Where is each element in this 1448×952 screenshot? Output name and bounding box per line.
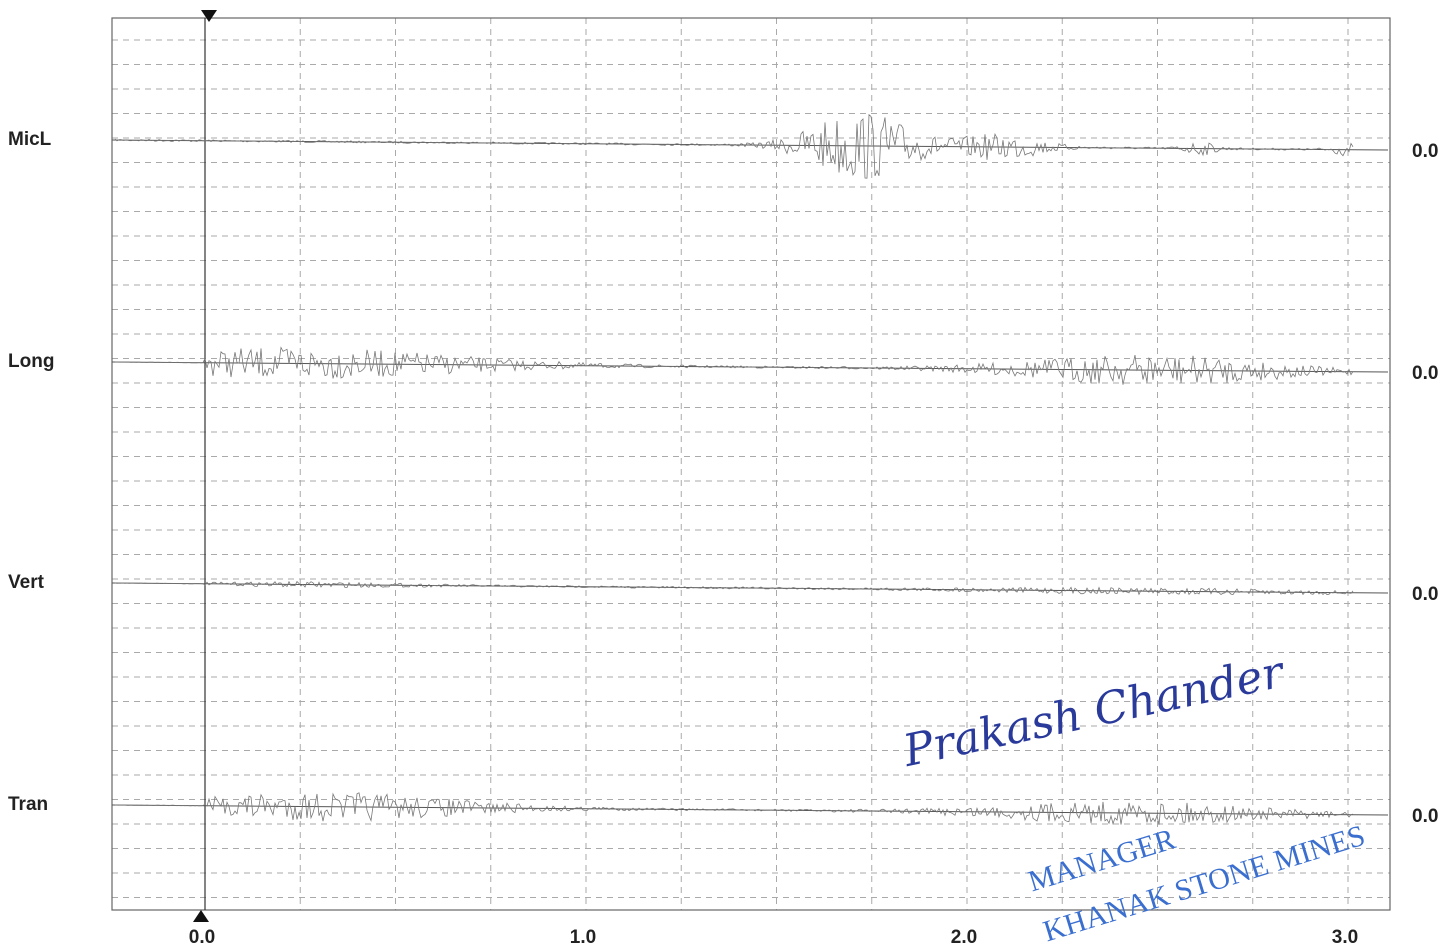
waveforms — [111, 113, 1389, 825]
channel-label: Vert — [8, 572, 45, 593]
labels: MicL 0.0 Long 0.0 Vert 0.0 Tran 0.0 0.0 1.0 2.0 3.0 — [8, 129, 1438, 948]
x-tick-label: 1.0 — [570, 927, 596, 948]
waveform — [114, 580, 1354, 596]
x-tick-label: 2.0 — [951, 927, 977, 948]
baseline — [111, 139, 1389, 151]
x-tick-label: 0.0 — [189, 927, 215, 948]
channel-value: 0.0 — [1412, 806, 1438, 827]
waveform — [114, 792, 1354, 825]
frame — [111, 17, 1391, 911]
trigger-marker-bottom — [193, 910, 209, 922]
channel-label: Long — [8, 351, 54, 372]
trigger-marker-top — [201, 10, 217, 22]
channel-value: 0.0 — [1412, 584, 1438, 605]
grid — [112, 18, 1390, 910]
channel-label: MicL — [8, 129, 52, 150]
channel-label: Tran — [8, 794, 48, 815]
channel-value: 0.0 — [1412, 363, 1438, 384]
waveform — [114, 346, 1354, 385]
channel-value: 0.0 — [1412, 141, 1438, 162]
waveform — [114, 113, 1354, 179]
x-tick-label: 3.0 — [1332, 927, 1358, 948]
